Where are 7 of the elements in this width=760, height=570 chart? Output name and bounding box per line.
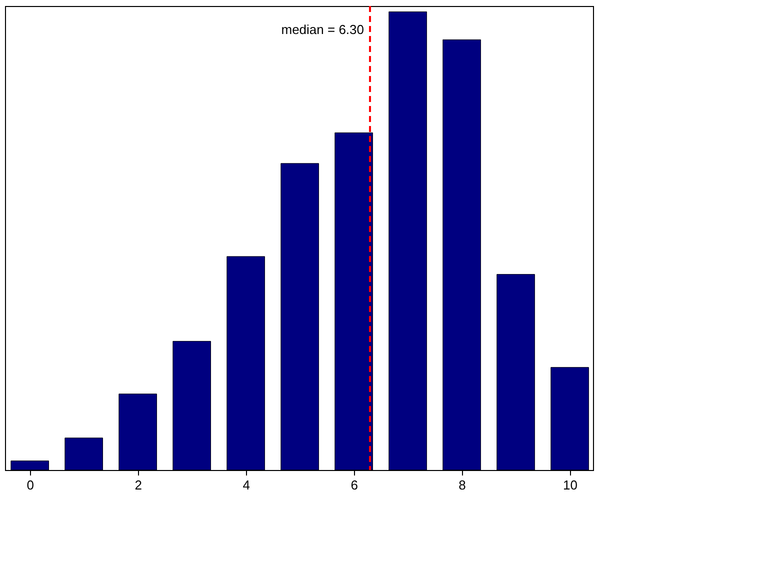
x-tick-label: 10: [563, 478, 578, 492]
x-tick-label: 0: [26, 478, 34, 492]
ref-line-label: median = 6.30: [281, 22, 364, 37]
x-tick-label: 6: [350, 478, 358, 492]
x-tick-label: 2: [134, 478, 142, 492]
x-tick-label: 4: [242, 478, 250, 492]
x-tick-label: 8: [458, 478, 466, 492]
